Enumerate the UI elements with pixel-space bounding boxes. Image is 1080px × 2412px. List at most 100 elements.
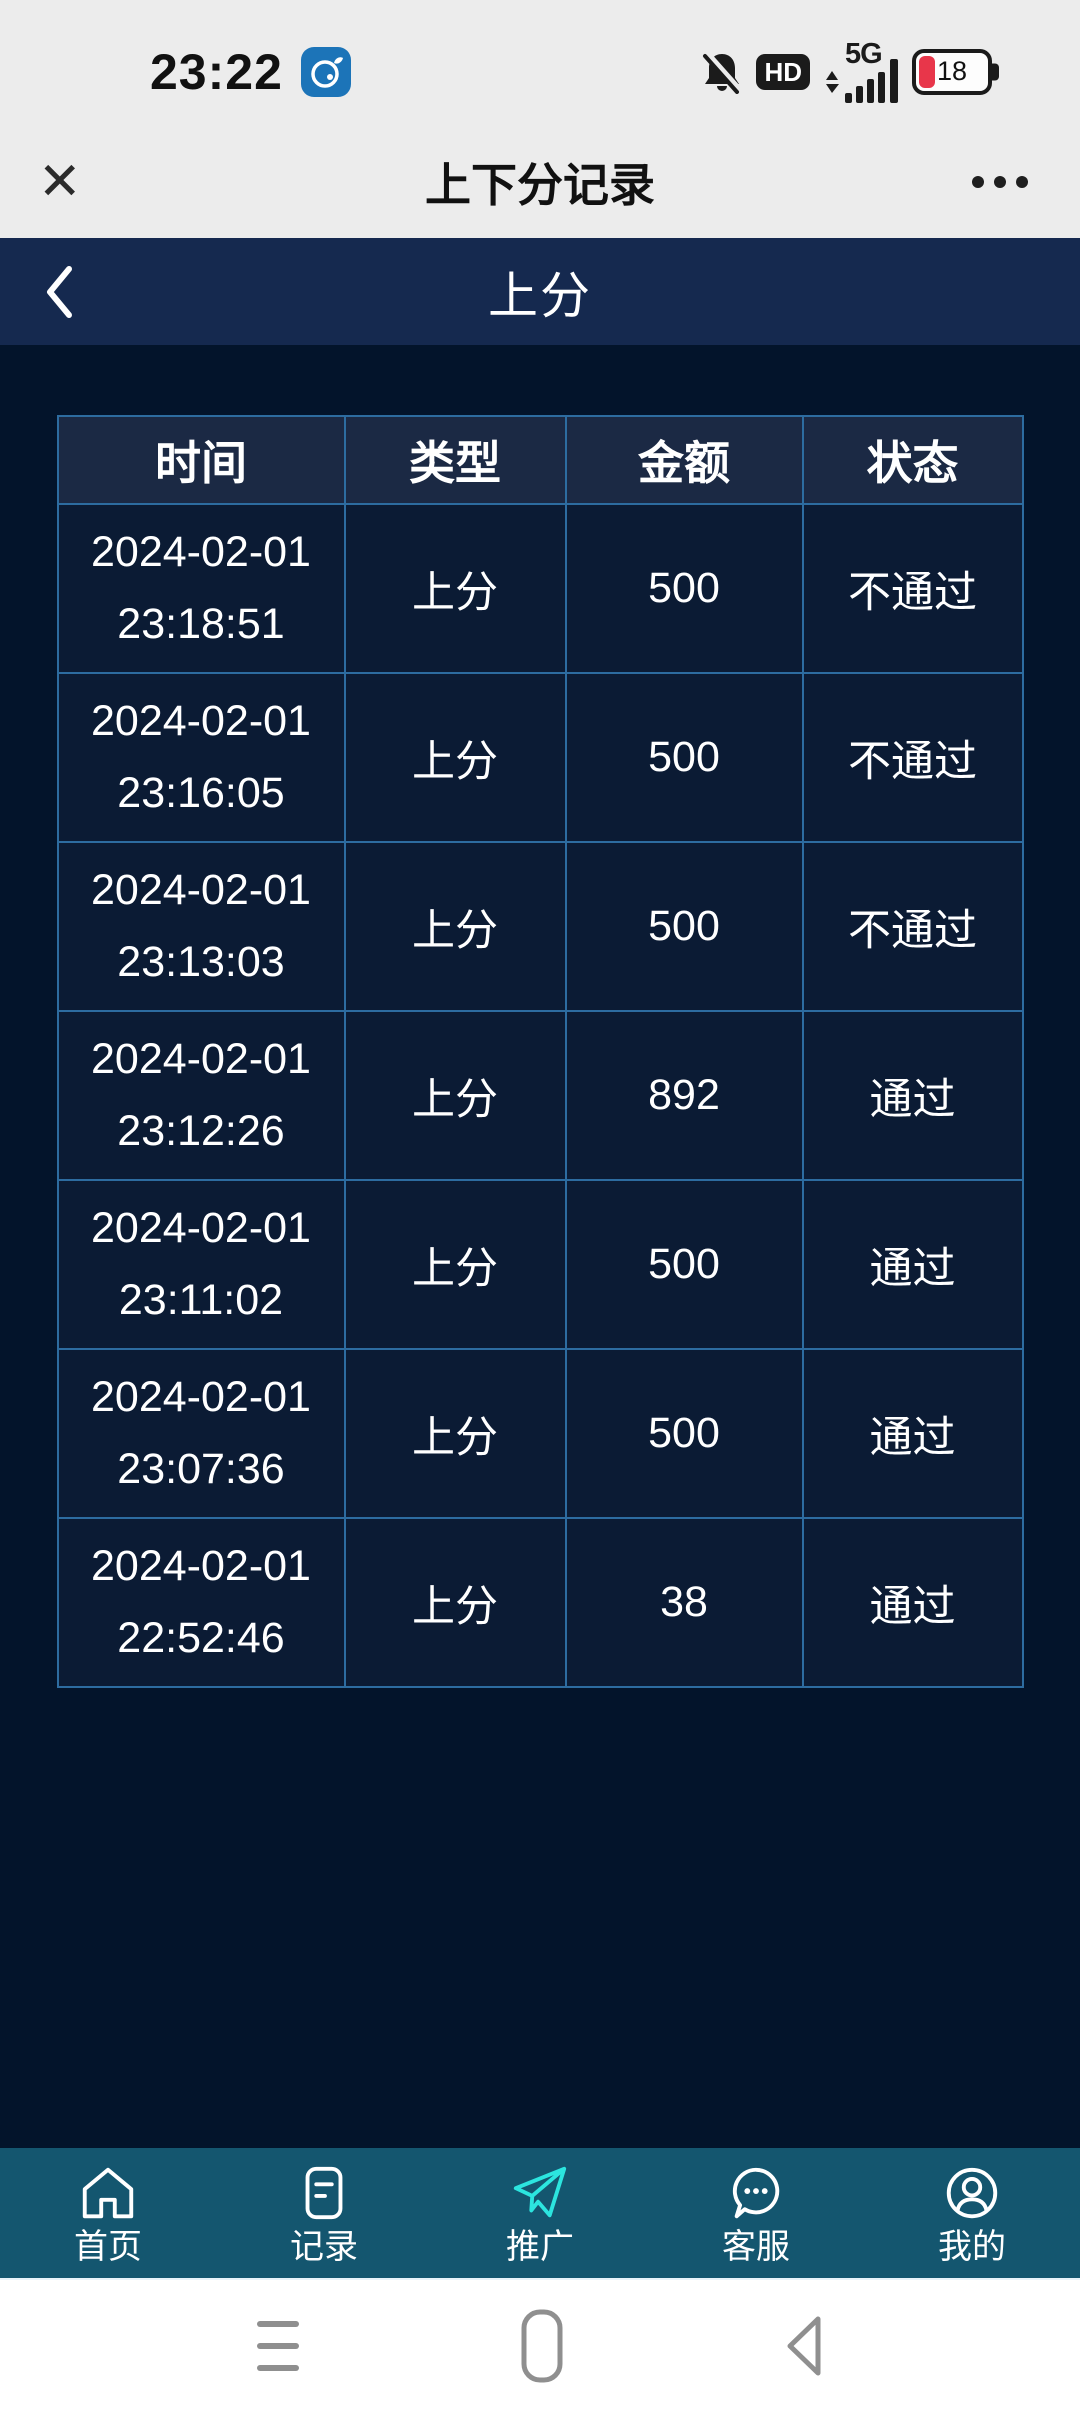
tab-label: 我的 <box>938 2228 1006 2266</box>
record-date: 2024-02-01 <box>91 697 311 746</box>
cell-type: 上分 <box>343 1517 567 1688</box>
tab-bar: 首页 记录 推广 客服 <box>0 2148 1080 2278</box>
cell-datetime: 2024-02-01 23:07:36 <box>56 1348 346 1519</box>
android-nav-bar <box>0 2278 1080 2412</box>
tab-label: 首页 <box>74 2228 142 2266</box>
app-icon-glyph <box>311 56 343 88</box>
cell-status: 通过 <box>801 1348 1024 1519</box>
clock: 23:22 <box>150 43 283 100</box>
cell-status: 不通过 <box>801 503 1024 674</box>
cell-amount: 892 <box>564 1010 804 1181</box>
cell-status: 不通过 <box>801 841 1024 1012</box>
network-type: 5G <box>845 40 885 103</box>
tab-mine[interactable]: 我的 <box>864 2148 1080 2278</box>
tab-label: 客服 <box>722 2228 790 2266</box>
section-title: 上分 <box>488 267 592 324</box>
cell-datetime: 2024-02-01 23:11:02 <box>56 1179 346 1350</box>
page-title: 上下分记录 <box>425 158 655 211</box>
back-triangle-icon[interactable] <box>782 2311 826 2381</box>
cell-status: 通过 <box>801 1179 1024 1350</box>
recents-icon[interactable] <box>254 2310 302 2382</box>
table-row: 2024-02-01 23:12:26 上分 892 通过 <box>56 1010 1024 1181</box>
record-date: 2024-02-01 <box>91 528 311 577</box>
tab-promote[interactable]: 推广 <box>432 2148 648 2278</box>
cell-datetime: 2024-02-01 23:12:26 <box>56 1010 346 1181</box>
app-icon <box>300 46 351 97</box>
cell-type: 上分 <box>343 672 567 843</box>
cell-amount: 38 <box>564 1517 804 1688</box>
record-date: 2024-02-01 <box>91 1373 311 1422</box>
tab-label: 记录 <box>290 2228 358 2266</box>
signal-bar-secondary <box>890 59 898 103</box>
battery-icon: 18 <box>912 48 999 95</box>
chevron-left-icon <box>47 265 72 318</box>
record-time: 22:52:46 <box>117 1613 285 1662</box>
cell-status: 通过 <box>801 1010 1024 1181</box>
cell-amount: 500 <box>564 1179 804 1350</box>
cell-datetime: 2024-02-01 23:18:51 <box>56 503 346 674</box>
record-time: 23:18:51 <box>117 599 285 648</box>
table-row: 2024-02-01 23:07:36 上分 500 通过 <box>56 1348 1024 1519</box>
cell-status: 不通过 <box>801 672 1024 843</box>
status-bar: 23:22 HD <box>0 0 1080 125</box>
record-date: 2024-02-01 <box>91 866 311 915</box>
record-time: 23:16:05 <box>117 768 285 817</box>
tab-home[interactable]: 首页 <box>0 2148 216 2278</box>
home-icon <box>82 2167 134 2219</box>
records-table: 时间 类型 金额 状态 2024-02-01 23:18:51 上分 500 不通过 2024-… <box>56 415 1024 1688</box>
tab-records[interactable]: 记录 <box>216 2148 432 2278</box>
table-row: 2024-02-01 22:52:46 上分 38 通过 <box>56 1517 1024 1688</box>
cell-amount: 500 <box>564 1348 804 1519</box>
battery-percent: 18 <box>936 56 968 86</box>
back-button[interactable] <box>42 263 76 321</box>
tab-label: 推广 <box>506 2228 574 2266</box>
cell-amount: 500 <box>564 503 804 674</box>
close-icon[interactable]: ✕ <box>38 152 82 211</box>
chat-icon <box>732 2167 780 2219</box>
record-time: 23:12:26 <box>117 1106 285 1155</box>
column-header: 金额 <box>564 415 804 505</box>
records-icon <box>305 2166 343 2220</box>
cell-type: 上分 <box>343 503 567 674</box>
cell-datetime: 2024-02-01 23:13:03 <box>56 841 346 1012</box>
paper-plane-icon <box>513 2166 567 2218</box>
column-header: 状态 <box>801 415 1024 505</box>
status-right: HD 5G 18 <box>702 40 999 103</box>
cell-amount: 500 <box>564 841 804 1012</box>
record-date: 2024-02-01 <box>91 1035 311 1084</box>
record-date: 2024-02-01 <box>91 1204 311 1253</box>
signal-bars <box>845 72 885 103</box>
notifications-muted-icon <box>703 51 743 94</box>
home-pill-icon[interactable] <box>520 2308 564 2384</box>
record-time: 23:11:02 <box>118 1275 284 1324</box>
content-area: 时间 类型 金额 状态 2024-02-01 23:18:51 上分 500 不通过 2024-… <box>0 345 1080 2148</box>
table-body: 2024-02-01 23:18:51 上分 500 不通过 2024-02-01 23:1… <box>56 503 1024 1688</box>
record-time: 23:07:36 <box>117 1444 285 1493</box>
table-row: 2024-02-01 23:18:51 上分 500 不通过 <box>56 503 1024 674</box>
cell-amount: 500 <box>564 672 804 843</box>
cell-type: 上分 <box>343 841 567 1012</box>
record-time: 23:13:03 <box>117 937 285 986</box>
column-header: 类型 <box>343 415 567 505</box>
data-arrows-icon <box>826 71 839 93</box>
table-row: 2024-02-01 23:11:02 上分 500 通过 <box>56 1179 1024 1350</box>
cell-datetime: 2024-02-01 23:16:05 <box>56 672 346 843</box>
status-left: 23:22 <box>150 43 351 101</box>
cell-type: 上分 <box>343 1179 567 1350</box>
cell-type: 上分 <box>343 1348 567 1519</box>
table-header-row: 时间 类型 金额 状态 <box>56 415 1024 505</box>
cell-datetime: 2024-02-01 22:52:46 <box>56 1517 346 1688</box>
battery-nub <box>992 63 999 80</box>
nav-bar: ✕ 上下分记录 <box>0 125 1080 238</box>
page-header: 上分 <box>0 238 1080 345</box>
more-icon[interactable] <box>972 166 1028 198</box>
column-header: 时间 <box>56 415 346 505</box>
signal-icon: 5G <box>824 40 898 103</box>
profile-icon <box>946 2167 998 2219</box>
tab-support[interactable]: 客服 <box>648 2148 864 2278</box>
record-date: 2024-02-01 <box>91 1542 311 1591</box>
table-row: 2024-02-01 23:13:03 上分 500 不通过 <box>56 841 1024 1012</box>
cell-status: 通过 <box>801 1517 1024 1688</box>
hd-icon: HD <box>756 53 810 90</box>
